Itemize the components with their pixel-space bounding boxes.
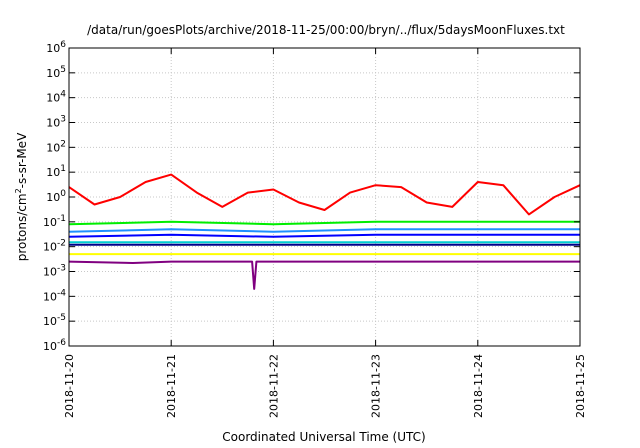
- y-tick-label: 10-5: [43, 313, 66, 328]
- y-tick-label: 10-1: [43, 214, 66, 229]
- y-tick-label: 10-3: [43, 264, 66, 279]
- y-tick-label: 103: [46, 115, 66, 130]
- y-tick-label: 105: [46, 65, 66, 80]
- x-axis-label: Coordinated Universal Time (UTC): [222, 430, 425, 444]
- series-layer: [68, 173, 581, 290]
- x-tick-label: 2018-11-23: [370, 354, 383, 418]
- x-axis: 2018-11-20 2018-11-21 2018-11-22 2018-11-23…: [63, 48, 587, 418]
- y-axis: 10-6 10-5 10-4 10-3 10-2 10-1 100 101 102 103 104 1…: [43, 40, 580, 353]
- y-tick-label: 101: [46, 164, 66, 179]
- series-line-2: [68, 220, 580, 226]
- series-line-3: [68, 228, 580, 233]
- series-line-1: [68, 173, 581, 216]
- y-tick-label: 102: [46, 139, 66, 154]
- y-tick-label: 104: [46, 90, 66, 105]
- chart-title: /data/run/goesPlots/archive/2018-11-25/0…: [87, 23, 565, 37]
- x-tick-label: 2018-11-22: [267, 354, 280, 418]
- y-axis-label-sup: 2: [14, 188, 23, 193]
- x-tick-label: 2018-11-20: [63, 354, 76, 418]
- y-axis-label-main: protons/cm: [15, 193, 29, 261]
- x-tick-label: 2018-11-25: [574, 354, 587, 418]
- y-tick-label: 10-4: [43, 288, 66, 303]
- y-axis-label-rest: -s-sr-MeV: [15, 132, 29, 188]
- y-axis-label: protons/cm2-s-sr-MeV: [14, 132, 29, 261]
- y-tick-label: 100: [46, 189, 66, 204]
- y-tick-label: 106: [46, 40, 66, 55]
- series-line-4: [68, 233, 580, 238]
- x-tick-label: 2018-11-21: [165, 354, 178, 418]
- x-tick-label: 2018-11-24: [472, 354, 485, 418]
- y-tick-label: 10-6: [43, 338, 66, 353]
- grid-lines: [69, 48, 580, 346]
- y-tick-label: 10-2: [43, 239, 66, 254]
- series-line-8: [68, 260, 580, 290]
